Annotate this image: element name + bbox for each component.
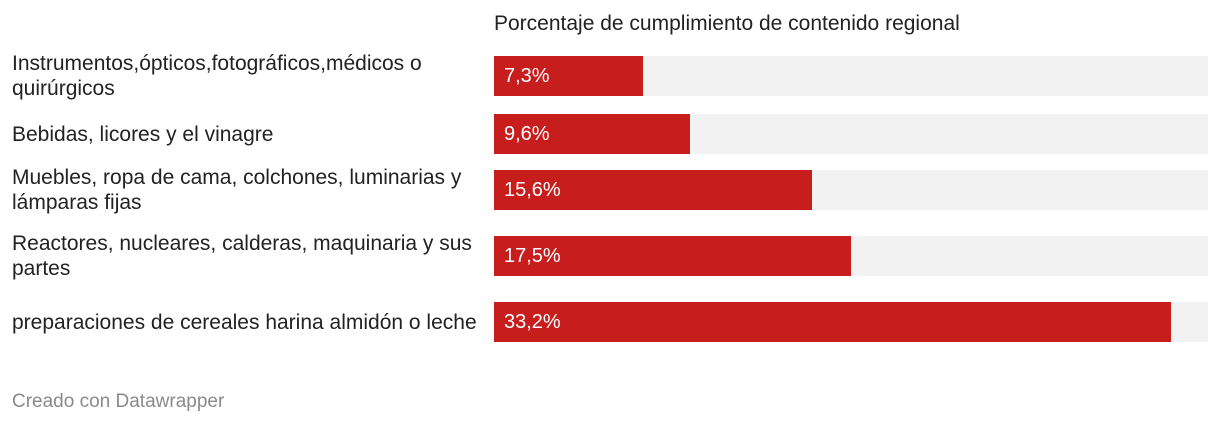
category-label: Instrumentos,ópticos,fotográficos,médico… [12,48,486,104]
category-label-text: Reactores, nucleares, calderas, maquinar… [12,232,472,280]
bar [494,114,690,154]
category-label: Muebles, ropa de cama, colchones, lumina… [12,162,486,218]
bar-track: 9,6% [494,114,1208,154]
bar-track: 33,2% [494,302,1208,342]
category-label-text: preparaciones de cereales harina almidón… [12,310,477,334]
category-label: Reactores, nucleares, calderas, maquinar… [12,228,486,284]
category-label-text: Instrumentos,ópticos,fotográficos,médico… [12,52,422,100]
bar-track: 17,5% [494,236,1208,276]
value-label: 33,2% [504,311,561,333]
category-label: Bebidas, licores y el vinagre [12,106,486,162]
value-label: 9,6% [504,123,550,145]
value-label: 17,5% [504,245,561,267]
datawrapper-credit[interactable]: Creado con Datawrapper [12,391,225,412]
bar-row: Instrumentos,ópticos,fotográficos,médico… [0,52,1220,100]
category-label-text: Muebles, ropa de cama, colchones, lumina… [12,166,462,214]
category-label-text: Bebidas, licores y el vinagre [12,122,274,146]
category-label: preparaciones de cereales harina almidón… [12,294,486,350]
bar [494,170,812,210]
bar-track: 15,6% [494,170,1208,210]
bar [494,302,1171,342]
bar-row: Reactores, nucleares, calderas, maquinar… [0,232,1220,280]
value-label: 7,3% [504,65,550,87]
bar [494,236,851,276]
bar-row: preparaciones de cereales harina almidón… [0,302,1220,342]
bar [494,56,643,96]
value-label: 15,6% [504,179,561,201]
bar-row: Muebles, ropa de cama, colchones, lumina… [0,166,1220,214]
column-header: Porcentaje de cumplimiento de contenido … [494,12,960,35]
bar-track: 7,3% [494,56,1208,96]
bar-row: Bebidas, licores y el vinagre 9,6% [0,114,1220,154]
